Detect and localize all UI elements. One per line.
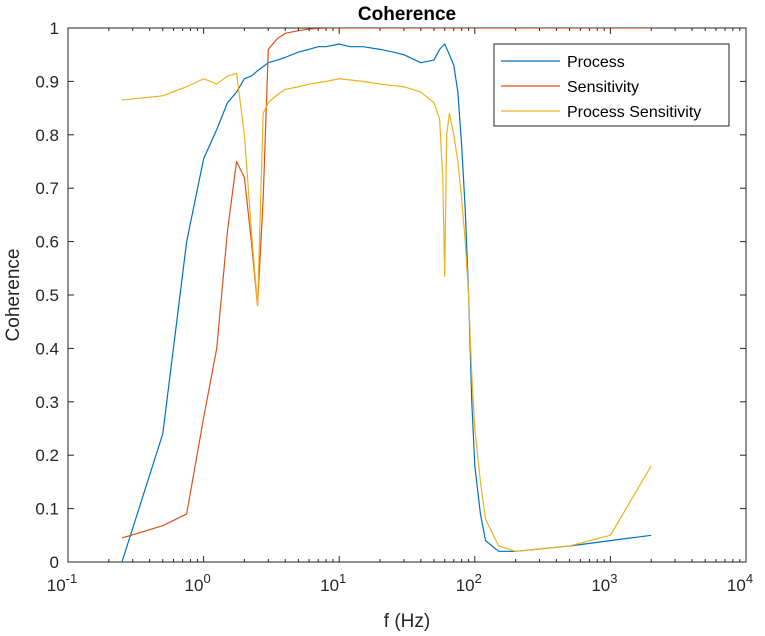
y-axis-ticks: 0 0.1 0.2 0.3 0.4 0.5 0.6 0.7 0.8 0.9 1 <box>35 19 746 572</box>
x-tick-base: 10 <box>47 576 66 595</box>
series-layer <box>121 28 652 562</box>
x-tick-exponent: 0 <box>203 571 210 586</box>
x-tick-base: 10 <box>185 576 204 595</box>
y-tick-label: 1 <box>50 19 59 38</box>
legend-box <box>493 43 730 127</box>
y-tick-label: 0.5 <box>35 286 59 305</box>
x-tick-base: 10 <box>456 576 475 595</box>
legend: Process Sensitivity Process Sensitivity <box>493 43 730 127</box>
x-tick-exponent: 4 <box>746 571 753 586</box>
x-tick-exponent: 2 <box>475 571 482 586</box>
x-tick-label: 101 <box>320 571 346 595</box>
legend-entry-label: Process <box>567 54 625 71</box>
x-axis-label: f (Hz) <box>384 611 430 632</box>
series-line-process-sensitivity <box>121 72 652 552</box>
x-tick-label: 10-1 <box>47 571 77 595</box>
y-tick-label: 0.7 <box>35 179 59 198</box>
y-tick-label: 0 <box>50 553 59 572</box>
x-tick-base: 10 <box>591 576 610 595</box>
x-tick-exponent: -1 <box>66 571 78 586</box>
x-tick-exponent: 3 <box>610 571 617 586</box>
y-tick-label: 0.4 <box>35 339 59 358</box>
x-tick-label: 103 <box>591 571 617 595</box>
y-tick-label: 0.8 <box>35 126 59 145</box>
y-tick-label: 0.1 <box>35 500 59 519</box>
chart-title: Coherence <box>358 4 456 25</box>
x-tick-label: 102 <box>456 571 482 595</box>
x-tick-base: 10 <box>320 576 339 595</box>
y-tick-label: 0.6 <box>35 233 59 252</box>
y-tick-label: 0.3 <box>35 393 59 412</box>
y-tick-label: 0.2 <box>35 446 59 465</box>
x-tick-base: 10 <box>727 576 746 595</box>
series-line-process <box>121 43 652 562</box>
legend-entry-label: Process Sensitivity <box>567 104 701 121</box>
y-tick-label: 0.9 <box>35 72 59 91</box>
x-tick-label: 100 <box>185 571 211 595</box>
series-line-sensitivity <box>121 28 652 539</box>
x-tick-exponent: 1 <box>339 571 346 586</box>
x-axis-ticks: 10-1 100 101 102 103 104 <box>47 28 753 595</box>
x-tick-label: 104 <box>727 571 753 595</box>
legend-entry-label: Sensitivity <box>567 79 639 96</box>
y-axis-label: Coherence <box>3 249 24 342</box>
